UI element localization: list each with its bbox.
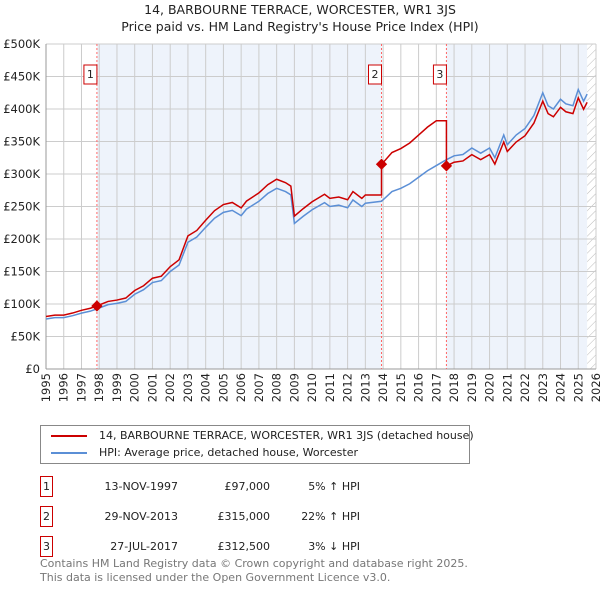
x-tick-label: 2003 [181,373,195,402]
x-tick-label: 1996 [57,373,71,402]
x-tick-label: 2014 [376,373,390,402]
x-tick-label: 2000 [128,373,142,402]
legend-item-hpi: HPI: Average price, detached house, Worc… [51,446,358,460]
x-tick-label: 1998 [92,373,106,402]
sale-hpi-diff: 3% ↓ HPI [308,540,360,553]
sale-point [375,158,388,170]
footer-line2: This data is licensed under the Open Gov… [40,571,391,584]
x-tick-label: 2016 [412,373,426,402]
hpi-line [45,87,588,320]
sale-number-box [368,64,382,85]
chart-subtitle: Price paid vs. HM Land Registry's House … [121,19,479,34]
x-tick-label: 2011 [323,373,337,402]
y-tick-label: £50K [11,330,41,344]
sale-row: 2 29-NOV-2013 £315,000 22% ↑ HPI [40,506,440,528]
legend-label: HPI: Average price, detached house, Worc… [99,446,359,459]
y-tick-label: £200K [3,232,40,246]
x-tick-label: 2020 [483,373,497,402]
y-tick-label: £500K [3,37,40,51]
y-tick-label: £400K [3,102,40,116]
sale-number: 2 [40,506,53,527]
x-tick-label: 2005 [216,373,230,402]
x-tick-label: 2012 [341,373,355,402]
x-tick-label: 2006 [234,373,248,402]
x-tick-label: 2010 [305,373,319,402]
sale-number: 3 [40,536,53,557]
legend-item-property: 14, BARBOURNE TERRACE, WORCESTER, WR1 3J… [51,429,474,443]
x-tick-label: 2026 [589,373,600,402]
sale-hpi-diff: 22% ↑ HPI [301,510,360,523]
x-tick-label: 2001 [145,373,159,402]
y-tick-label: £0 [25,362,40,376]
sale-hpi-diff: 5% ↑ HPI [308,480,360,493]
x-tick-label: 1997 [74,373,88,402]
y-tick-label: £450K [3,70,40,84]
x-tick-label: 2023 [536,373,550,402]
x-tick-label: 2021 [500,373,514,402]
legend-label: 14, BARBOURNE TERRACE, WORCESTER, WR1 3J… [99,429,474,442]
sale-row: 3 27-JUL-2017 £312,500 3% ↓ HPI [40,536,440,558]
x-tick-label: 2008 [270,373,284,402]
sale-date: 29-NOV-2013 [104,510,178,523]
sale-date: 27-JUL-2017 [110,540,178,553]
x-tick-label: 2018 [447,373,461,402]
sale-date: 13-NOV-1997 [104,480,178,493]
sale-row: 1 13-NOV-1997 £97,000 5% ↑ HPI [40,476,440,498]
sale-number: 1 [40,476,53,497]
x-tick-label: 2013 [358,373,372,402]
footer-line1: Contains HM Land Registry data © Crown c… [40,557,468,570]
sale-price: £97,000 [224,480,271,493]
y-tick-label: £100K [3,297,40,311]
sale-number-label: 1 [87,68,94,81]
price-chart: 1995 1996 1997 1998 1999 2000 2001 2002 2003 2004… [3,37,600,402]
x-tick-label: 2024 [554,373,568,402]
sale-number-box [83,64,98,85]
x-tick-label: 1995 [39,373,53,402]
sale-point [440,160,453,172]
legend: 14, BARBOURNE TERRACE, WORCESTER, WR1 3J… [40,425,474,464]
y-tick-label: £300K [3,167,40,181]
sale-number-label: 2 [372,68,379,81]
y-tick-label: £150K [3,265,40,279]
y-tick-label: £250K [3,200,40,214]
red-line-swatch [51,435,87,437]
sale-number-box [432,64,447,85]
x-tick-label: 2007 [252,373,266,402]
x-tick-label: 2004 [199,373,213,402]
x-tick-label: 2009 [287,373,301,402]
blue-line-swatch [51,452,87,454]
x-tick-label: 2015 [394,373,408,402]
x-tick-label: 2017 [429,373,443,402]
property-price-line [45,95,588,318]
sale-number-label: 3 [436,68,443,81]
sale-price: £315,000 [217,510,271,523]
chart-title: 14, BARBOURNE TERRACE, WORCESTER, WR1 3J… [144,2,456,17]
x-tick-label: 2019 [465,373,479,402]
x-tick-label: 2025 [571,373,585,402]
sale-price: £312,500 [217,540,271,553]
x-tick-label: 2002 [163,373,177,402]
x-tick-label: 1999 [110,373,124,402]
y-tick-label: £350K [3,135,40,149]
x-tick-label: 2022 [518,373,532,402]
